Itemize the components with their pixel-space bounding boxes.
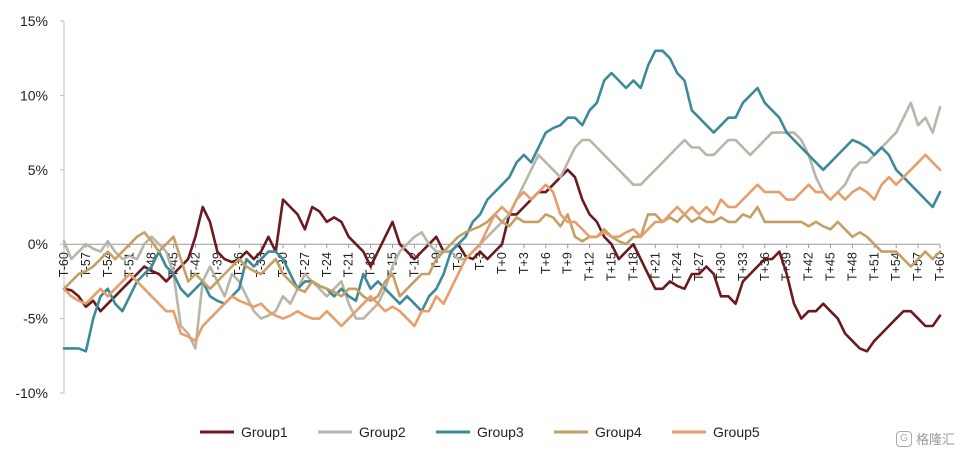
series-line-group1 bbox=[62, 168, 942, 353]
x-tick-label: T+57 bbox=[911, 252, 925, 281]
legend-label-group2: Group2 bbox=[359, 424, 406, 440]
legend-label-group4: Group4 bbox=[595, 424, 642, 440]
x-tick-label: T+6 bbox=[539, 252, 553, 274]
x-tick-label: T-21 bbox=[342, 252, 356, 277]
x-tick-label: T-39 bbox=[210, 252, 224, 277]
watermark: G 格隆汇 bbox=[895, 429, 955, 448]
y-tick-label: 10% bbox=[20, 87, 48, 103]
legend: Group1 Group2 Group3 Group4 Group5 bbox=[200, 424, 760, 440]
x-tick-label: T+48 bbox=[845, 252, 859, 281]
x-tick-label: T+33 bbox=[736, 252, 750, 281]
x-tick-label: T+3 bbox=[517, 252, 531, 274]
x-tick-label: T+42 bbox=[802, 252, 816, 281]
x-tick-label: T+36 bbox=[758, 252, 772, 281]
x-tick-label: T+24 bbox=[670, 252, 684, 281]
legend-label-group1: Group1 bbox=[241, 424, 288, 440]
series-lines bbox=[62, 49, 942, 353]
x-tick-label: T+21 bbox=[648, 252, 662, 281]
x-tick-label: T+15 bbox=[605, 252, 619, 281]
x-tick-label: T-60 bbox=[57, 252, 71, 277]
x-tick-label: T+54 bbox=[889, 252, 903, 281]
x-tick-label: T+18 bbox=[626, 252, 640, 281]
x-tick-label: T+0 bbox=[495, 252, 509, 274]
badge-icon: G bbox=[895, 430, 912, 447]
x-tick-label: T-42 bbox=[188, 252, 202, 277]
x-tick-label: T+27 bbox=[692, 252, 706, 281]
x-tick-label: T+12 bbox=[583, 252, 597, 281]
y-tick-label: 15% bbox=[20, 13, 48, 29]
y-tick-label: 0% bbox=[28, 236, 48, 252]
x-tick-label: T+60 bbox=[933, 252, 947, 281]
y-axis-ticks: -10% -5% 0% 5% 10% 15% bbox=[15, 13, 65, 401]
watermark-text: 格隆汇 bbox=[915, 432, 955, 447]
x-tick-label: T+9 bbox=[561, 252, 575, 274]
legend-label-group3: Group3 bbox=[477, 424, 524, 440]
x-tick-label: T-27 bbox=[298, 252, 312, 277]
x-tick-label: T-30 bbox=[276, 252, 290, 277]
y-tick-label: 5% bbox=[28, 162, 48, 178]
x-tick-label: T+51 bbox=[867, 252, 881, 281]
x-tick-label: T-24 bbox=[320, 252, 334, 277]
y-tick-label: -5% bbox=[23, 311, 48, 327]
x-tick-label: T-57 bbox=[79, 252, 93, 277]
series-line-group5 bbox=[62, 153, 942, 343]
legend-label-group5: Group5 bbox=[713, 424, 760, 440]
x-tick-label: T-54 bbox=[101, 252, 115, 277]
series-line-group4 bbox=[62, 205, 942, 303]
series-line-group3 bbox=[62, 49, 942, 353]
y-tick-label: -10% bbox=[15, 385, 48, 401]
x-tick-label: T+30 bbox=[714, 252, 728, 281]
x-tick-label: T+45 bbox=[824, 252, 838, 281]
x-tick-label: T-12 bbox=[407, 252, 421, 277]
